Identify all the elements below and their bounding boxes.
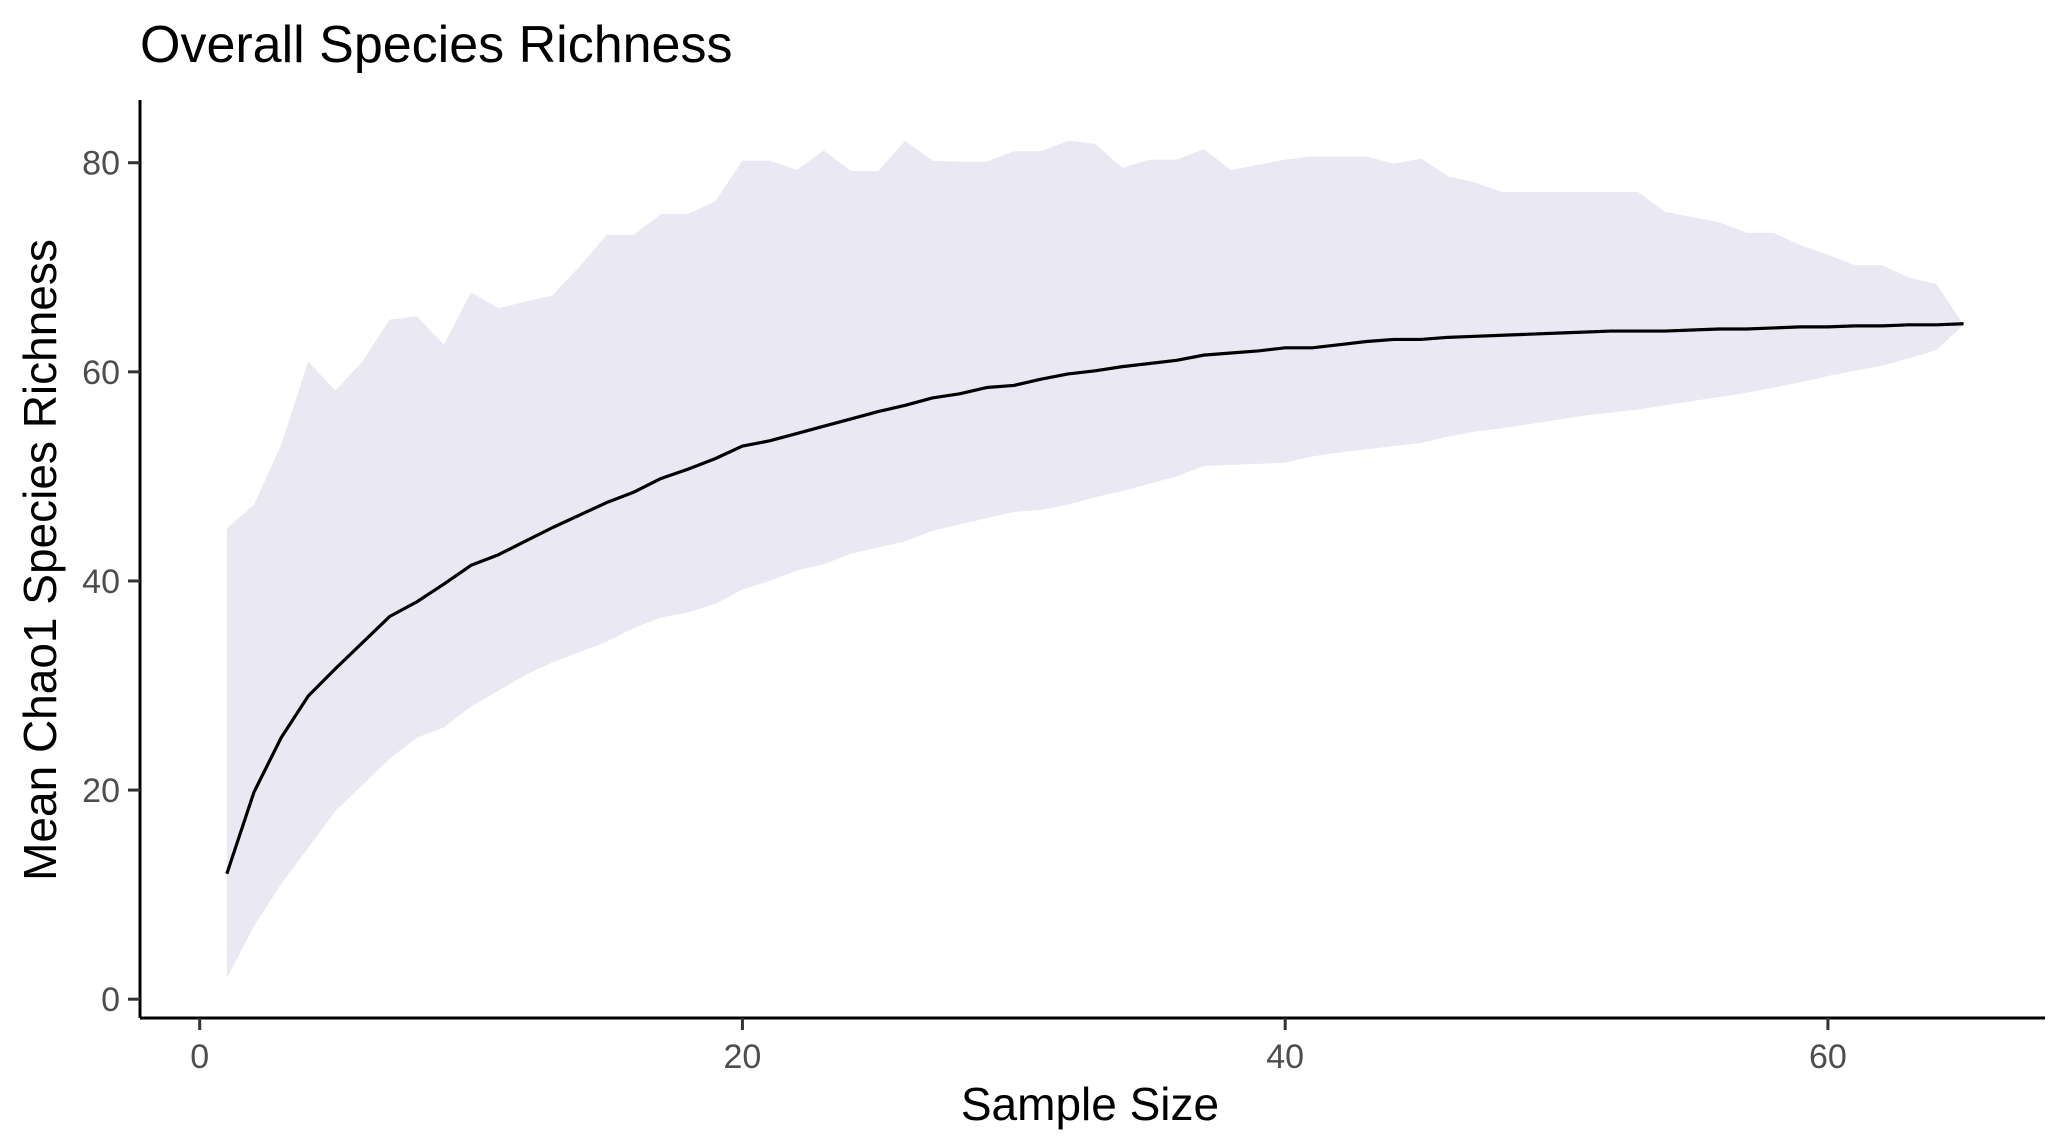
x-axis-title: Sample Size <box>961 1078 1219 1130</box>
y-tick-label: 20 <box>82 772 120 810</box>
mean-richness-line <box>225 322 1964 875</box>
y-axis-title: Mean Chao1 Species Richness <box>14 239 66 881</box>
y-tick-label: 80 <box>82 145 120 183</box>
x-tick-label: 60 <box>1809 1038 1847 1076</box>
y-tick-label: 60 <box>82 354 120 392</box>
y-tick-label: 40 <box>82 563 120 601</box>
x-tick-label: 0 <box>190 1038 209 1076</box>
plot-area <box>225 140 1964 979</box>
axes: 0 20 40 60 0 20 40 60 80 <box>82 100 2045 1076</box>
y-tick-label: 0 <box>101 981 120 1019</box>
chart-title: Overall Species Richness <box>140 16 732 74</box>
x-tick-label: 40 <box>1266 1038 1304 1076</box>
x-tick-label: 20 <box>724 1038 762 1076</box>
confidence-band <box>226 140 1964 979</box>
